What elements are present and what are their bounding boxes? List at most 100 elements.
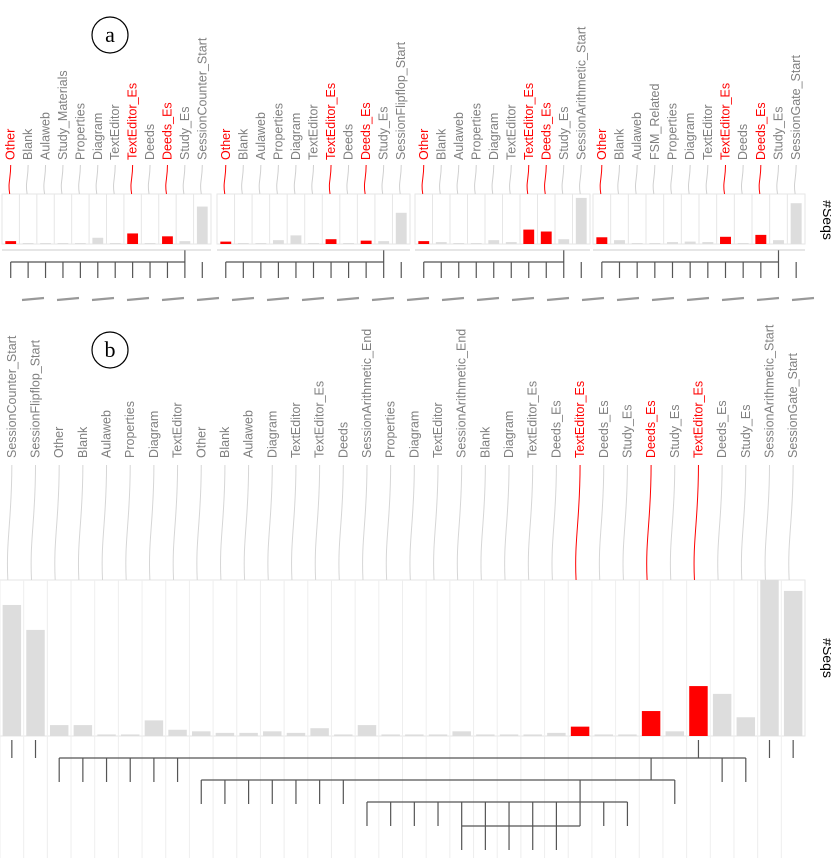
bar-blank bbox=[73, 725, 93, 736]
panel-b-circle bbox=[91, 331, 129, 369]
bar-properties bbox=[272, 240, 284, 244]
label-sessioncounter-start: SessionCounter_Start bbox=[195, 37, 209, 160]
panel-divider bbox=[21, 296, 815, 302]
label-deeds: Deeds bbox=[143, 124, 157, 160]
label-connector bbox=[8, 164, 12, 195]
label-study-es: Study_Es bbox=[739, 404, 753, 458]
label-connector bbox=[399, 164, 402, 195]
bar-sessioncounter-start bbox=[196, 206, 208, 244]
bar-texteditor bbox=[286, 732, 306, 736]
label-deeds-es: Deeds_Es bbox=[359, 102, 373, 160]
bar-study-es bbox=[618, 734, 637, 736]
label-diagram: Diagram bbox=[289, 113, 303, 160]
label-texteditor-es: TextEditor_Es bbox=[126, 83, 140, 160]
label-deeds-es: Deeds_Es bbox=[644, 400, 658, 458]
label-aulaweb: Aulaweb bbox=[100, 410, 114, 458]
panel-b-marker: b bbox=[91, 331, 129, 369]
bar-texteditor bbox=[428, 734, 448, 736]
label-study-es: Study_Es bbox=[178, 106, 192, 160]
bar-blank bbox=[22, 243, 34, 244]
label-connector bbox=[147, 164, 151, 195]
bar-texteditor bbox=[168, 729, 187, 736]
label-connector bbox=[130, 164, 134, 195]
label-study-es: Study_Es bbox=[772, 106, 786, 160]
bar-deeds-es bbox=[547, 732, 566, 736]
bar-aulaweb bbox=[631, 243, 643, 244]
bar-texteditor-es bbox=[325, 239, 337, 244]
label-diagram: Diagram bbox=[407, 411, 421, 458]
label-connector bbox=[362, 464, 368, 581]
label-connector bbox=[705, 164, 709, 195]
bar-diagram bbox=[290, 235, 302, 244]
label-connector bbox=[267, 464, 273, 581]
label-properties: Properties bbox=[123, 401, 137, 458]
label-other: Other bbox=[219, 129, 233, 160]
label-aulaweb: Aulaweb bbox=[39, 112, 53, 160]
bar-properties bbox=[667, 242, 678, 244]
bar-deeds-es bbox=[712, 693, 732, 736]
label-study-es: Study_Es bbox=[557, 106, 571, 160]
bar-study-es bbox=[736, 717, 756, 736]
divider-dash bbox=[686, 296, 710, 302]
label-connector bbox=[385, 464, 392, 581]
label-connector bbox=[200, 164, 203, 195]
divider-dash bbox=[21, 296, 45, 302]
label-connector bbox=[220, 464, 226, 581]
label-deeds-es: Deeds_Es bbox=[754, 102, 768, 160]
label-properties: Properties bbox=[73, 103, 87, 160]
divider-dash bbox=[231, 296, 255, 302]
label-diagram: Diagram bbox=[487, 113, 501, 160]
bar-other bbox=[192, 731, 211, 736]
label-sessionflipflop-start: SessionFlipflop_Start bbox=[394, 41, 408, 160]
label-connector bbox=[788, 464, 794, 581]
divider-dash bbox=[756, 296, 780, 302]
bar-deeds-es bbox=[755, 234, 767, 244]
label-sessiongate-start: SessionGate_Start bbox=[789, 55, 803, 160]
bar-other bbox=[5, 241, 17, 244]
divider-dash bbox=[791, 296, 815, 302]
panel-b-y-axis-label: #Seqs bbox=[820, 638, 831, 678]
bar-diagram bbox=[488, 240, 500, 244]
label-connector bbox=[223, 164, 227, 195]
label-connector bbox=[474, 164, 477, 195]
label-texteditor: TextEditor bbox=[171, 402, 185, 458]
label-connector bbox=[598, 464, 605, 581]
bar-texteditor-es bbox=[523, 734, 542, 736]
label-connector bbox=[241, 164, 244, 195]
label-properties: Properties bbox=[384, 401, 398, 458]
label-diagram: Diagram bbox=[147, 411, 161, 458]
label-deeds: Deeds bbox=[342, 124, 356, 160]
bar-properties bbox=[381, 734, 400, 736]
label-connector bbox=[196, 464, 202, 581]
bar-deeds-es bbox=[540, 231, 552, 244]
label-connector bbox=[439, 164, 442, 195]
divider-dash bbox=[91, 296, 115, 302]
panel-a-group-4: Other Blank Aulaweb FSM_Related Properties Di… bbox=[592, 55, 806, 278]
divider-dash bbox=[336, 296, 360, 302]
divider-dash bbox=[196, 296, 220, 302]
bar-aulaweb bbox=[40, 243, 51, 244]
bar-diagram bbox=[499, 734, 519, 736]
divider-dash bbox=[301, 296, 325, 302]
label-connector bbox=[776, 164, 779, 195]
panel-a-y-axis-label: #Seqs bbox=[820, 200, 831, 240]
divider-dash bbox=[721, 296, 745, 302]
bar-properties bbox=[470, 243, 482, 244]
label-sessiongate-start: SessionGate_Start bbox=[786, 353, 800, 458]
label-blank: Blank bbox=[236, 128, 250, 160]
bar-sessionflipflop-start bbox=[26, 629, 45, 736]
label-connector bbox=[113, 164, 116, 195]
label-blank: Blank bbox=[434, 128, 448, 160]
label-study-es: Study_Es bbox=[620, 404, 634, 458]
bar-other bbox=[220, 241, 232, 244]
bar-aulaweb bbox=[453, 243, 465, 244]
label-other: Other bbox=[417, 129, 431, 160]
bar-aulaweb bbox=[239, 732, 258, 736]
label-connector bbox=[723, 164, 726, 195]
label-texteditor-es: TextEditor_Es bbox=[691, 381, 705, 458]
label-properties: Properties bbox=[666, 103, 680, 160]
label-aulaweb: Aulaweb bbox=[254, 112, 268, 160]
label-connector bbox=[43, 164, 47, 195]
bar-properties bbox=[74, 243, 86, 244]
